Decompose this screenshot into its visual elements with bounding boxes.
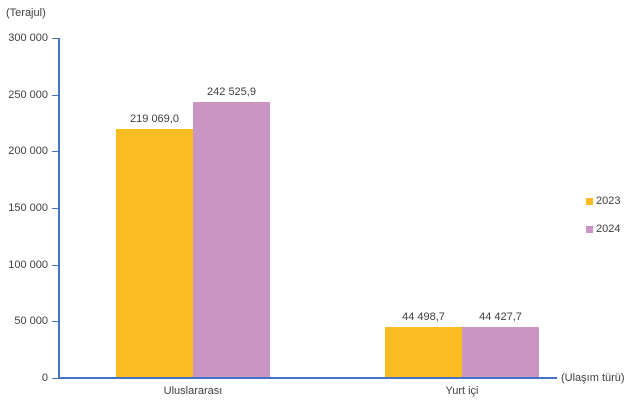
- bar-value-label: 242 525,9: [207, 86, 256, 98]
- y-tick-label: 200 000: [8, 145, 48, 158]
- x-axis-title: (Ulaşım türü): [561, 372, 625, 384]
- x-axis-line: [58, 377, 557, 379]
- y-tick-label: 0: [41, 372, 48, 384]
- legend-swatch-icon: [586, 197, 593, 205]
- y-tick-label: 150 000: [8, 202, 48, 214]
- category-label-1: Uluslararası: [163, 385, 223, 397]
- legend-item-2024: 2024: [586, 222, 620, 236]
- plot-area: 219 069,0 242 525,9 44 498,7 44 427,7: [59, 38, 597, 377]
- bar-2024-1: [193, 102, 270, 377]
- bar-2023-2: [385, 327, 462, 377]
- y-tick-mark: [52, 94, 58, 96]
- y-tick-mark: [52, 151, 58, 153]
- y-tick-label: 250 000: [8, 88, 48, 101]
- y-tick-label: 300 000: [8, 32, 48, 44]
- legend-item-2023: 2023: [586, 194, 620, 208]
- bar-value-label: 44 427,7: [479, 311, 522, 323]
- y-tick-mark: [52, 264, 58, 266]
- legend: 2023 2024: [586, 194, 620, 250]
- legend-label: 2023: [596, 195, 621, 207]
- legend-swatch-icon: [586, 225, 593, 233]
- y-axis-line: [58, 38, 60, 379]
- y-tick-mark: [52, 321, 58, 323]
- y-tick-label: 100 000: [8, 258, 48, 271]
- bar-value-label: 219 069,0: [130, 113, 179, 125]
- legend-label: 2024: [596, 223, 621, 235]
- y-tick-label: 50 000: [14, 315, 48, 328]
- bar-2023-1: [116, 129, 193, 377]
- bar-value-label: 44 498,7: [402, 311, 445, 323]
- bar-2024-2: [462, 327, 539, 377]
- y-tick-mark: [52, 208, 58, 209]
- y-tick-mark: [52, 38, 58, 39]
- y-tick-mark: [52, 378, 58, 379]
- y-axis-title: (Terajul): [6, 7, 46, 19]
- category-label-2: Yurt içi: [445, 385, 479, 397]
